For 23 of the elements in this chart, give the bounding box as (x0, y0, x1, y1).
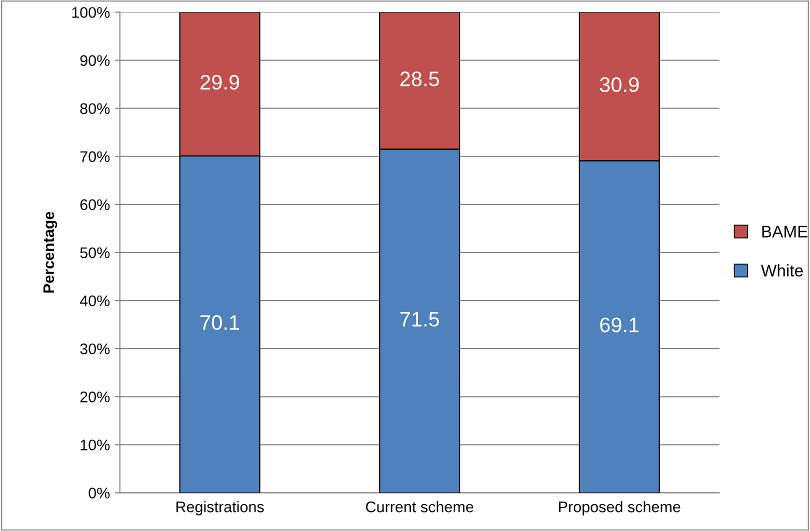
data-label: 30.9 (600, 77, 639, 92)
y-tick-label: 60% (80, 199, 110, 210)
y-tick-label: 70% (80, 151, 110, 162)
data-label: 71.5 (400, 312, 439, 327)
data-label: 29.9 (200, 74, 240, 90)
y-tick-label: 10% (80, 440, 110, 450)
y-tick-label: 80% (80, 103, 110, 114)
y-tick-label: 100% (72, 7, 110, 18)
y-tick-label: 0% (88, 488, 110, 498)
x-tick-label: Current scheme (366, 501, 474, 512)
x-tick-label: Registrations (176, 501, 264, 516)
y-tick-label: 90% (80, 55, 110, 66)
y-axis-title: Percentage (43, 212, 58, 293)
data-label: 69.1 (600, 318, 639, 332)
legend-label: BAME (762, 226, 808, 238)
y-tick-label: 50% (80, 247, 110, 258)
legend-label: White (761, 264, 803, 276)
y-tick-label: 20% (80, 392, 110, 402)
y-tick-label: 30% (80, 343, 110, 354)
data-label: 28.5 (400, 72, 439, 86)
data-label: 70.1 (200, 315, 240, 330)
x-tick-label: Proposed scheme (559, 501, 680, 516)
y-tick-label: 40% (80, 295, 110, 306)
